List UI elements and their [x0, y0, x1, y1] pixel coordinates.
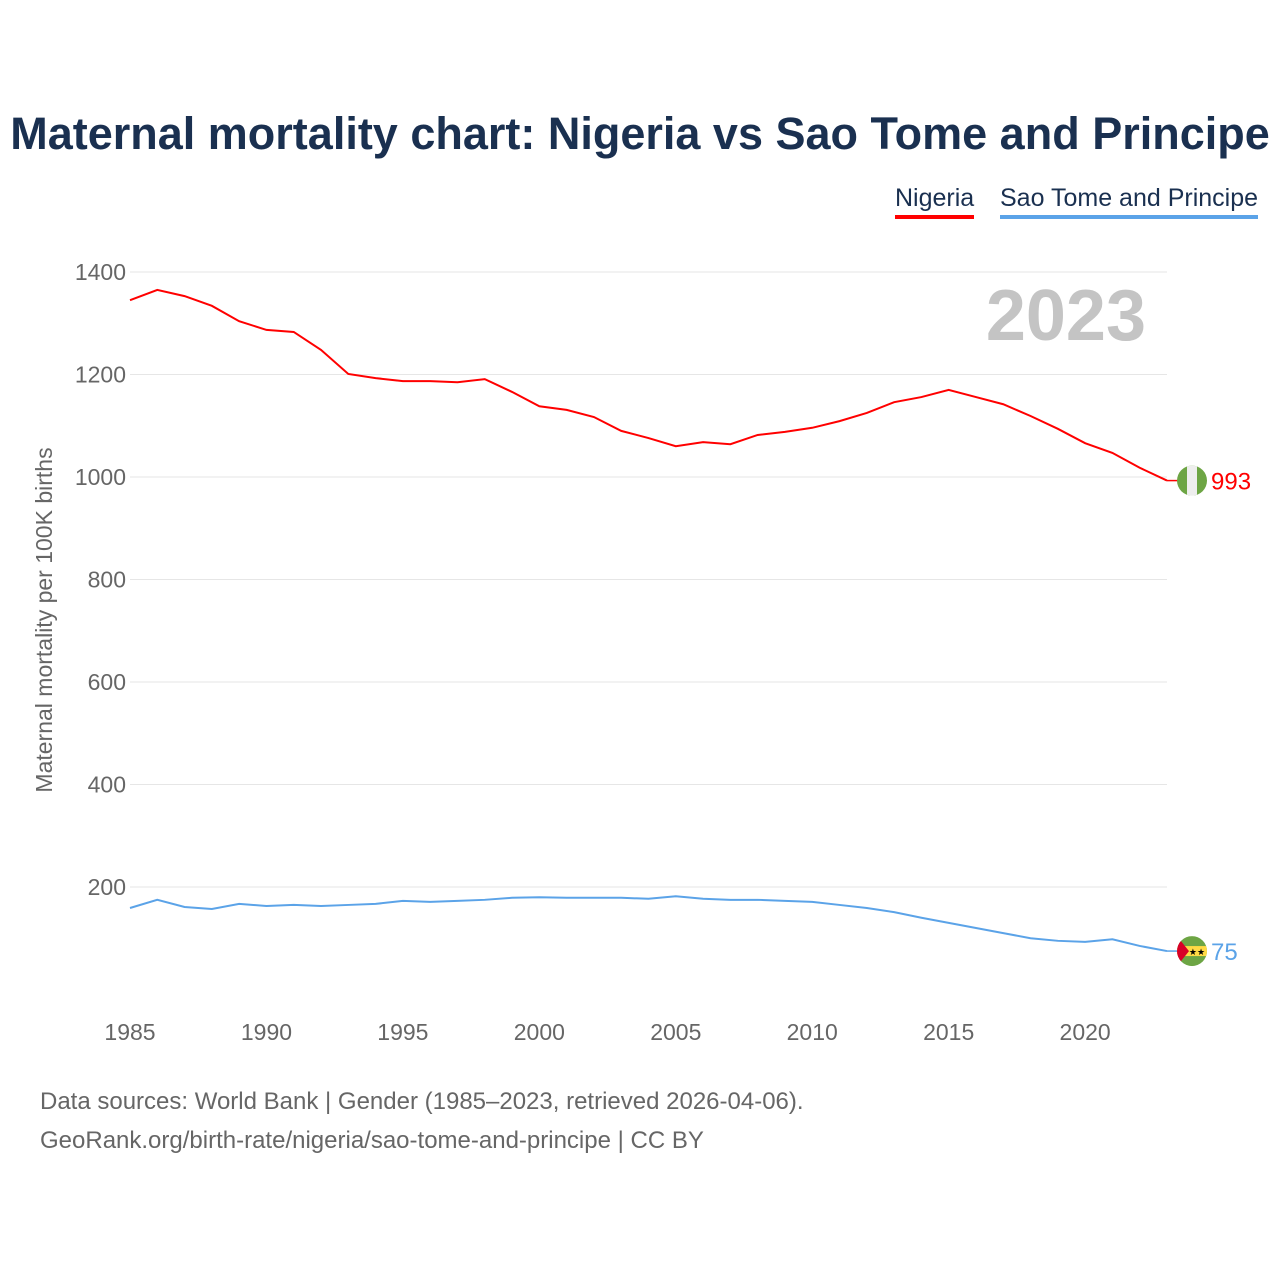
x-tick-label: 2005 — [650, 1019, 701, 1045]
year-label: 2023 — [986, 276, 1146, 356]
legend-sao-tome[interactable]: Sao Tome and Principe — [1000, 184, 1259, 219]
x-tick-label: 2015 — [923, 1019, 974, 1045]
x-tick-label: 1995 — [377, 1019, 428, 1045]
y-tick-label: 400 — [88, 772, 126, 798]
series-line-nigeria — [129, 288, 1168, 482]
y-tick-label: 800 — [88, 567, 126, 593]
x-tick-label: 2000 — [514, 1019, 565, 1045]
chart-title: Maternal mortality chart: Nigeria vs Sao… — [10, 108, 1270, 159]
x-tick-label: 2020 — [1060, 1019, 1111, 1045]
svg-text:★★: ★★ — [1189, 947, 1205, 957]
x-tick-label: 2010 — [787, 1019, 838, 1045]
end-value-label: 993 — [1211, 469, 1251, 496]
y-tick-label: 1400 — [75, 259, 126, 285]
end-value-label: 75 — [1211, 939, 1238, 966]
nigeria-flag-icon — [1177, 465, 1207, 496]
y-axis-label: Maternal mortality per 100K births — [31, 447, 57, 792]
y-tick-label: 1000 — [75, 464, 126, 490]
y-tick-label: 200 — [88, 874, 126, 900]
x-tick-label: 1985 — [104, 1019, 155, 1045]
y-tick-label: 600 — [88, 669, 126, 695]
x-tick-label: 1990 — [241, 1019, 292, 1045]
series-line-sao-tome — [129, 895, 1168, 953]
legend-nigeria[interactable]: Nigeria — [895, 184, 975, 219]
footer-sources: Data sources: World Bank | Gender (1985–… — [40, 1088, 804, 1115]
y-tick-label: 1200 — [75, 362, 126, 388]
footer-link[interactable]: GeoRank.org/birth-rate/nigeria/sao-tome-… — [40, 1127, 704, 1154]
sao-tome-flag-icon: ★★ — [1177, 936, 1207, 967]
